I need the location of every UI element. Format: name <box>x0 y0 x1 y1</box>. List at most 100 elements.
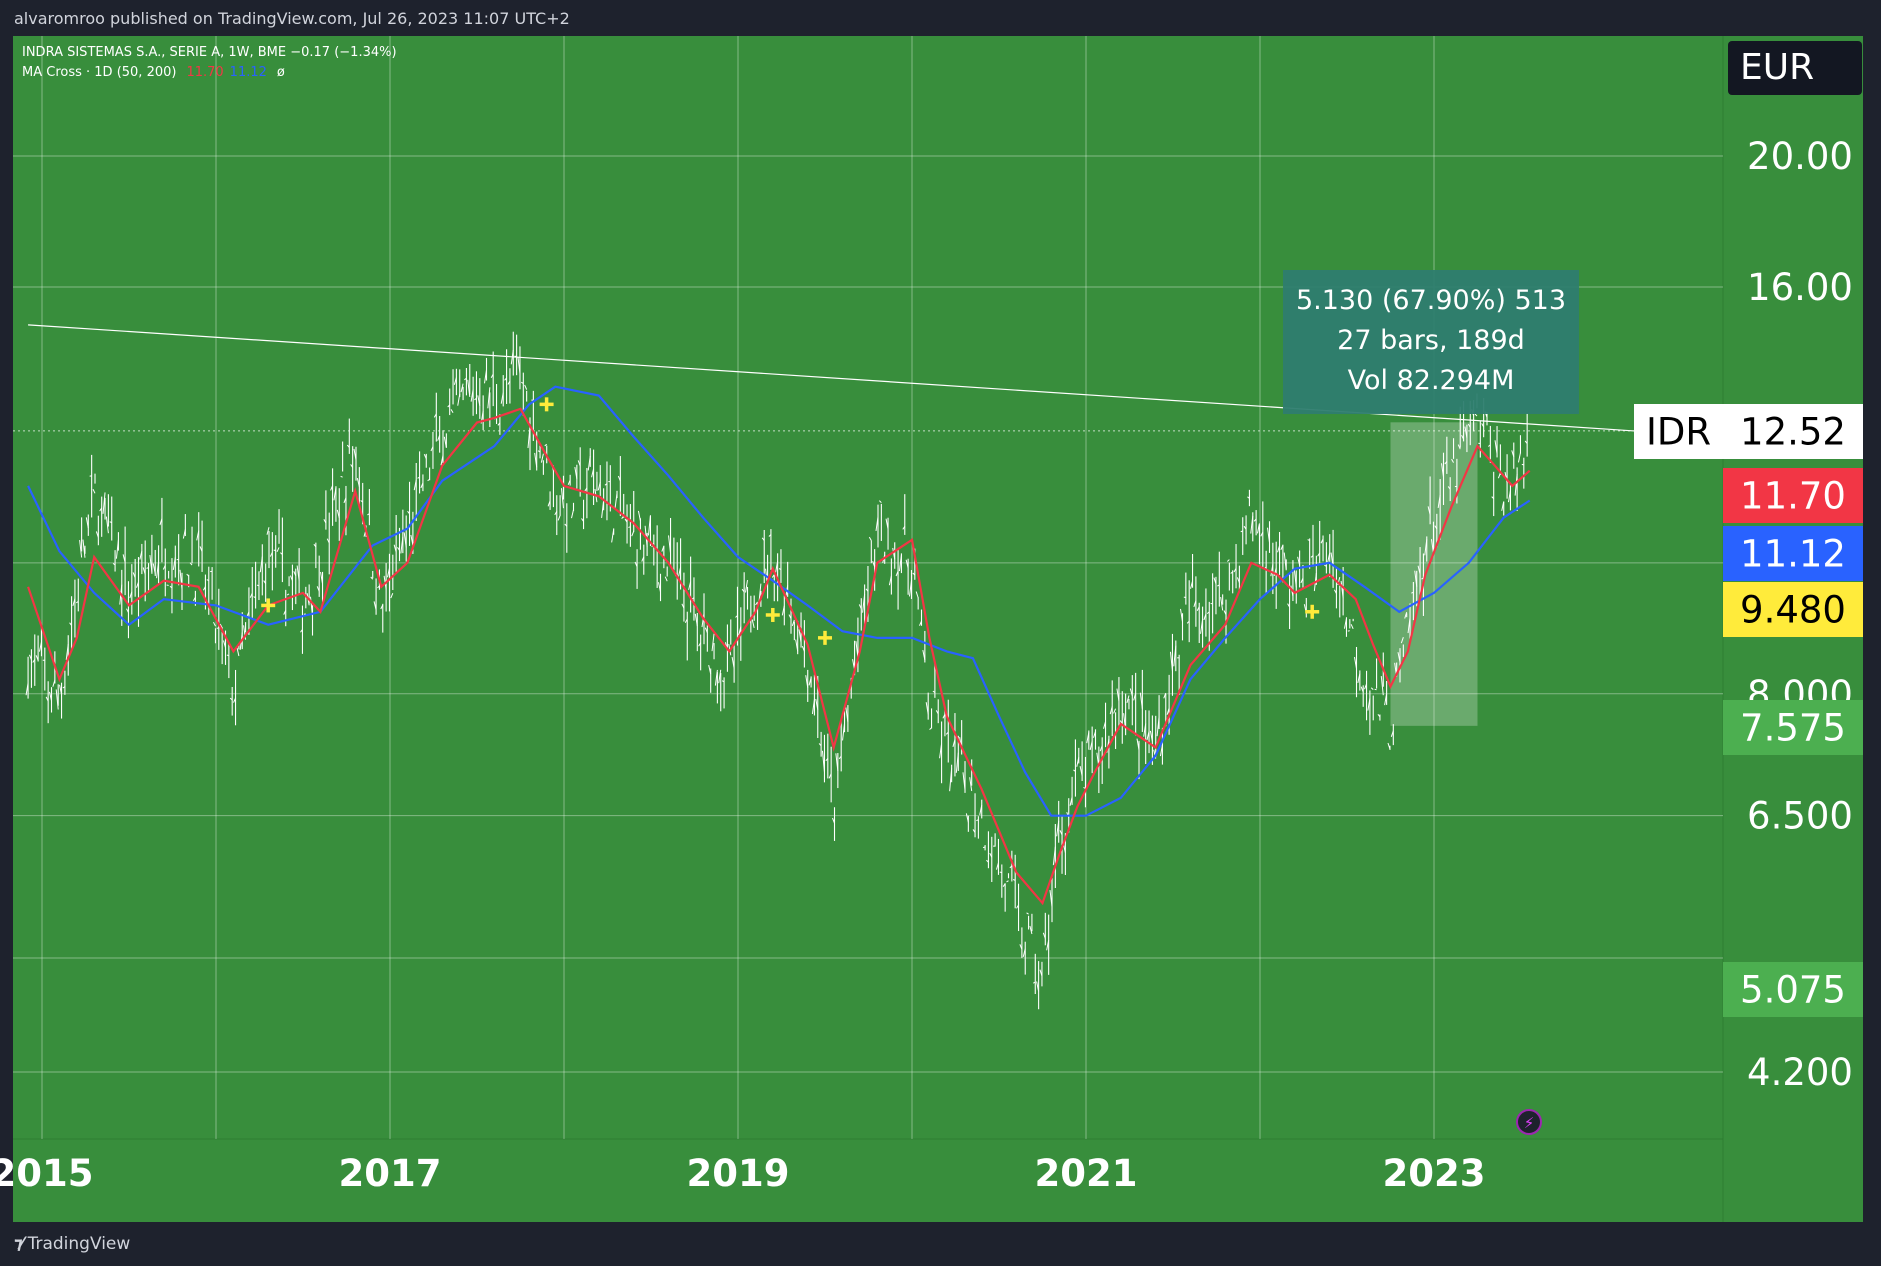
price-bar-open <box>400 536 404 554</box>
price-bar-open <box>999 871 1002 874</box>
price-bar-open <box>1019 944 1023 950</box>
price-bar-open <box>1491 496 1495 499</box>
price-bar-open <box>470 389 474 402</box>
svg-text:5.075: 5.075 <box>1740 969 1846 1012</box>
price-bar-open <box>300 629 303 633</box>
price-bar-open <box>1343 618 1347 629</box>
price-badge: IDR <box>1634 404 1723 459</box>
price-bar-open <box>995 862 999 870</box>
price-bar-open <box>989 852 993 858</box>
price-bar-open <box>527 425 531 449</box>
legend-indicator-line: MA Cross · 1D (50, 200) 11.70 11.12 ø <box>22 65 397 85</box>
price-bar-open <box>474 397 477 401</box>
price-bar-open <box>557 515 561 521</box>
price-bar-open <box>1156 716 1160 737</box>
measure-tool[interactable] <box>1390 422 1478 726</box>
price-bar-open <box>330 485 334 491</box>
price-bar-open <box>1113 708 1117 714</box>
price-bar-open <box>367 513 370 516</box>
price-bar-open <box>497 422 501 426</box>
price-bar-open <box>373 601 377 610</box>
price-bar-open <box>905 559 909 569</box>
price-bar-open <box>888 575 892 586</box>
price-bar-open <box>1180 608 1183 622</box>
price-bar-open <box>872 560 876 568</box>
price-badge: 7.575 <box>1723 700 1863 755</box>
ma-cross-marker <box>1305 604 1320 619</box>
price-bar-open <box>1109 706 1113 715</box>
price-bar-open <box>129 591 133 599</box>
price-bar-open <box>1103 721 1107 729</box>
price-bar-open <box>1056 820 1060 837</box>
price-bar-open <box>932 690 936 693</box>
price-bar-open <box>895 570 899 577</box>
price-bar-open <box>1149 730 1153 742</box>
price-bar-open <box>360 500 363 503</box>
price-bar-open <box>69 622 72 626</box>
price-bar-open <box>601 500 605 519</box>
price-bar-open <box>1052 846 1056 866</box>
price-bar-open <box>1233 567 1237 573</box>
price-bar-open <box>560 488 564 509</box>
visibility-icon[interactable]: ø <box>276 65 285 80</box>
price-bar-open <box>714 669 718 686</box>
chart-legend: INDRA SISTEMAS S.A., SERIE A, 1W, BME −0… <box>22 45 397 85</box>
price-bar-open <box>196 530 200 541</box>
price-bar-open <box>1267 527 1270 543</box>
price-bar-open <box>202 586 206 591</box>
price-bar-open <box>430 446 434 452</box>
svg-text:12.52: 12.52 <box>1740 411 1846 454</box>
moving-average-lines <box>27 385 1531 906</box>
currency-button[interactable] <box>1728 41 1862 95</box>
price-bar-open <box>182 529 186 539</box>
price-bar-open <box>417 476 420 479</box>
price-bar-open <box>1227 559 1230 562</box>
price-bar-open <box>316 586 320 592</box>
price-bar-open <box>1049 889 1053 908</box>
price-bar-open <box>1236 577 1240 583</box>
price-bar-open <box>350 464 354 468</box>
price-bar-open <box>701 613 705 628</box>
price-bar-open <box>898 554 902 572</box>
price-bar-open <box>982 846 986 849</box>
price-bar-open <box>213 621 216 627</box>
price-bar-open <box>216 627 219 629</box>
price-bar-open <box>386 568 390 578</box>
price-bar-open <box>962 772 966 791</box>
currency-selector[interactable]: EUR <box>1728 41 1862 95</box>
price-bar-open <box>1260 531 1264 537</box>
flash-icon-circle[interactable] <box>1516 1109 1542 1135</box>
price-bar-open <box>89 475 92 477</box>
price-bar-open <box>166 584 169 586</box>
measure-box-bg <box>1283 270 1579 414</box>
flash-icon[interactable]: ⚡ <box>1516 1109 1542 1135</box>
price-bar-open <box>775 561 779 573</box>
price-bar-open <box>136 581 139 588</box>
price-bar-open <box>410 534 414 546</box>
time-tick-label: 2023 <box>1383 1152 1486 1195</box>
price-bar-open <box>464 377 467 381</box>
measure-text-3: Vol 82.294M <box>1348 365 1515 396</box>
measure-text-2: 27 bars, 189d <box>1337 325 1525 356</box>
price-bar-open <box>818 743 822 747</box>
price-bar-open <box>256 584 260 587</box>
price-bar-open <box>477 395 481 407</box>
price-bar-open <box>567 479 571 486</box>
measure-range[interactable] <box>1390 422 1478 726</box>
price-bar-open <box>1213 577 1217 585</box>
price-bar-open <box>95 531 99 538</box>
price-bar-open <box>1390 730 1394 738</box>
price-bar-open <box>1022 948 1026 957</box>
price-bar-open <box>842 723 846 741</box>
price-bar-open <box>1357 673 1361 683</box>
price-bar-open <box>223 640 226 648</box>
price-bar-open <box>286 593 290 596</box>
price-bar-open <box>1250 515 1254 534</box>
tradingview-logo[interactable]: ⁊⁄ TradingView <box>14 1234 130 1254</box>
price-bar-open <box>892 547 896 560</box>
ma-cross-marker <box>261 598 276 613</box>
price-bar-open <box>467 379 471 397</box>
measure-info-box: 5.130 (67.90%) 513 27 bars, 189d Vol 82.29… <box>1283 270 1579 414</box>
price-badge: 9.480 <box>1723 582 1863 637</box>
